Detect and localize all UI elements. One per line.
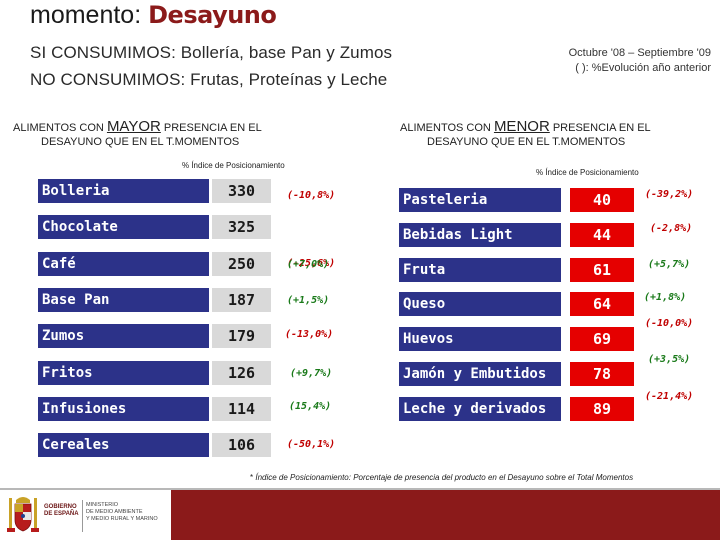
category-label: Huevos	[399, 327, 561, 351]
period-info: Octubre '08 – Septiembre '09 ( ): %Evolu…	[521, 46, 711, 76]
left-heading-pre: ALIMENTOS CON	[13, 122, 104, 134]
index-value: 44	[570, 223, 634, 247]
evolution-label: (-50,1%)	[287, 439, 336, 450]
index-value: 325	[212, 215, 271, 239]
right-index-label: % Índice de Posicionamiento	[536, 168, 639, 177]
index-value: 78	[570, 362, 634, 386]
index-value: 126	[212, 361, 271, 385]
index-value: 114	[212, 397, 271, 421]
category-label: Cereales	[38, 433, 209, 457]
left-heading-key: MAYOR	[106, 118, 161, 135]
category-label: Infusiones	[38, 397, 209, 421]
title-main: Desayuno	[148, 1, 277, 29]
ministry-line3: Y MEDIO RURAL Y MARINO	[86, 516, 158, 522]
index-value: 250	[212, 252, 271, 276]
category-label: Café	[38, 252, 209, 276]
evolution-label: (+9,7%)	[290, 368, 333, 379]
right-panel-heading: ALIMENTOS CON MENOR PRESENCIA EN EL DESA…	[400, 118, 651, 149]
category-label: Pasteleria	[399, 188, 561, 212]
right-heading-line2: DESAYUNO QUE EN EL T.MOMENTOS	[427, 136, 626, 148]
category-label: Zumos	[38, 324, 209, 348]
footer-divider	[0, 488, 720, 490]
gov-line2: DE ESPAÑA	[44, 511, 79, 517]
evolution-label: (-13,0%)	[285, 329, 334, 340]
government-label: GOBIERNO DE ESPAÑA	[44, 504, 79, 518]
right-heading-pre: ALIMENTOS CON	[400, 122, 491, 134]
left-heading-post: PRESENCIA EN EL	[163, 122, 262, 134]
evolution-label: (-10,0%)	[645, 318, 694, 329]
category-label: Bolleria	[38, 179, 209, 203]
index-value: 179	[212, 324, 271, 348]
ministry-divider	[82, 500, 83, 532]
category-label: Leche y derivados	[399, 397, 561, 421]
category-label: Jamón y Embutidos	[399, 362, 561, 386]
footnote-text: Índice de Posicionamiento: Porcentaje de…	[255, 473, 634, 482]
index-value: 40	[570, 188, 634, 212]
evolution-label: (-39,2%)	[645, 189, 694, 200]
coat-of-arms-icon	[7, 497, 39, 532]
category-label: Fritos	[38, 361, 209, 385]
title-prefix: momento:	[30, 1, 142, 29]
ministry-label: MINISTERIO DE MEDIO AMBIENTE Y MEDIO RUR…	[86, 502, 170, 523]
period-label: Octubre '08 – Septiembre '09	[568, 47, 711, 59]
evolution-label: (-21,4%)	[645, 391, 694, 402]
index-value: 64	[570, 292, 634, 316]
category-label: Bebidas Light	[399, 223, 561, 247]
footer-band	[171, 490, 720, 540]
index-value: 106	[212, 433, 271, 457]
category-label: Fruta	[399, 258, 561, 282]
evolution-label: (15,4%)	[289, 401, 332, 412]
right-heading-post: PRESENCIA EN EL	[552, 122, 651, 134]
evolution-label: (+5,7%)	[648, 259, 691, 270]
index-value: 330	[212, 179, 271, 203]
index-value: 61	[570, 258, 634, 282]
footnote-marker: *	[250, 473, 254, 482]
left-panel-heading: ALIMENTOS CON MAYOR PRESENCIA EN EL DESA…	[13, 118, 262, 149]
evolution-label: (-25,6%)	[287, 258, 336, 269]
evolution-label: (+3,5%)	[648, 354, 691, 365]
evolution-label: (+7,0%)	[287, 259, 330, 270]
footnote: * Índice de Posicionamiento: Porcentaje …	[250, 473, 633, 482]
ministry-line2: DE MEDIO AMBIENTE	[86, 509, 143, 515]
evolution-label: (-10,8%)	[287, 190, 336, 201]
index-value: 89	[570, 397, 634, 421]
subtitle-consumed: SI CONSUMIMOS: Bollería, base Pan y Zumo…	[30, 43, 393, 62]
legend-note: ( ): %Evolución año anterior	[575, 62, 711, 74]
category-label: Chocolate	[38, 215, 209, 239]
category-label: Queso	[399, 292, 561, 316]
page-title: momento: Desayuno	[30, 1, 277, 29]
left-index-label: % Índice de Posicionamiento	[182, 161, 285, 170]
ministry-line1: MINISTERIO	[86, 502, 119, 508]
subtitle-not-consumed: NO CONSUMIMOS: Frutas, Proteínas y Leche	[30, 70, 388, 89]
evolution-label: (+1,8%)	[644, 292, 687, 303]
evolution-label: (-2,8%)	[650, 223, 693, 234]
right-heading-key: MENOR	[493, 118, 550, 135]
category-label: Base Pan	[38, 288, 209, 312]
gov-line1: GOBIERNO	[44, 504, 77, 510]
evolution-label: (+1,5%)	[287, 295, 330, 306]
left-heading-line2: DESAYUNO QUE EN EL T.MOMENTOS	[41, 136, 240, 148]
index-value: 69	[570, 327, 634, 351]
index-value: 187	[212, 288, 271, 312]
